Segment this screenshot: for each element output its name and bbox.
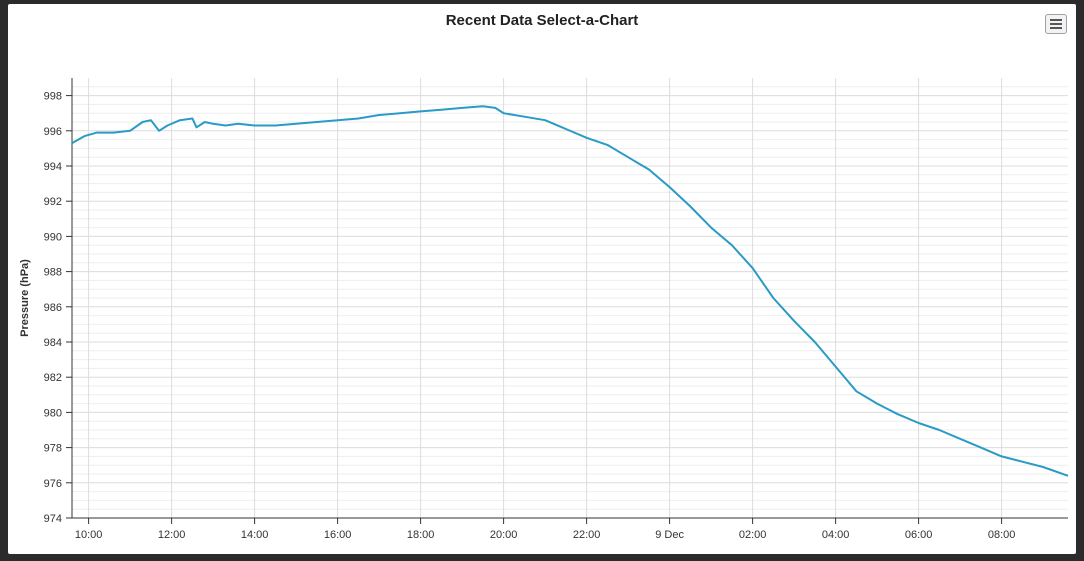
y-tick-label: 978: [44, 443, 62, 455]
menu-icon[interactable]: [1045, 14, 1067, 34]
x-tick-label: 12:00: [158, 529, 186, 541]
x-tick-label: 10:00: [75, 529, 103, 541]
y-tick-label: 974: [44, 513, 62, 525]
y-tick-label: 998: [44, 91, 62, 103]
x-tick-label: 16:00: [324, 529, 352, 541]
y-tick-label: 984: [44, 337, 62, 349]
pressure-series-line: [71, 105, 1069, 477]
chart-title: Recent Data Select-a-Chart: [445, 12, 639, 29]
y-tick-label: 986: [44, 302, 62, 314]
y-axis-label: Pressure (hPa): [19, 259, 31, 337]
x-tick-label: 04:00: [822, 529, 850, 541]
x-tick-label: 9 Dec: [655, 529, 684, 541]
x-tick-label: 08:00: [988, 529, 1016, 541]
y-tick-label: 992: [44, 196, 62, 208]
x-tick-label: 20:00: [490, 529, 518, 541]
x-tick-label: 06:00: [905, 529, 933, 541]
y-tick-label: 994: [44, 161, 62, 173]
y-tick-label: 982: [44, 372, 62, 384]
y-tick-label: 980: [44, 407, 62, 419]
y-tick-label: 990: [44, 231, 62, 243]
x-tick-label: 18:00: [407, 529, 435, 541]
y-tick-label: 988: [44, 267, 62, 279]
x-tick-label: 14:00: [241, 529, 269, 541]
y-tick-label: 976: [44, 478, 62, 490]
x-tick-label: 22:00: [573, 529, 601, 541]
x-tick-label: 02:00: [739, 529, 767, 541]
y-tick-label: 996: [44, 126, 62, 138]
